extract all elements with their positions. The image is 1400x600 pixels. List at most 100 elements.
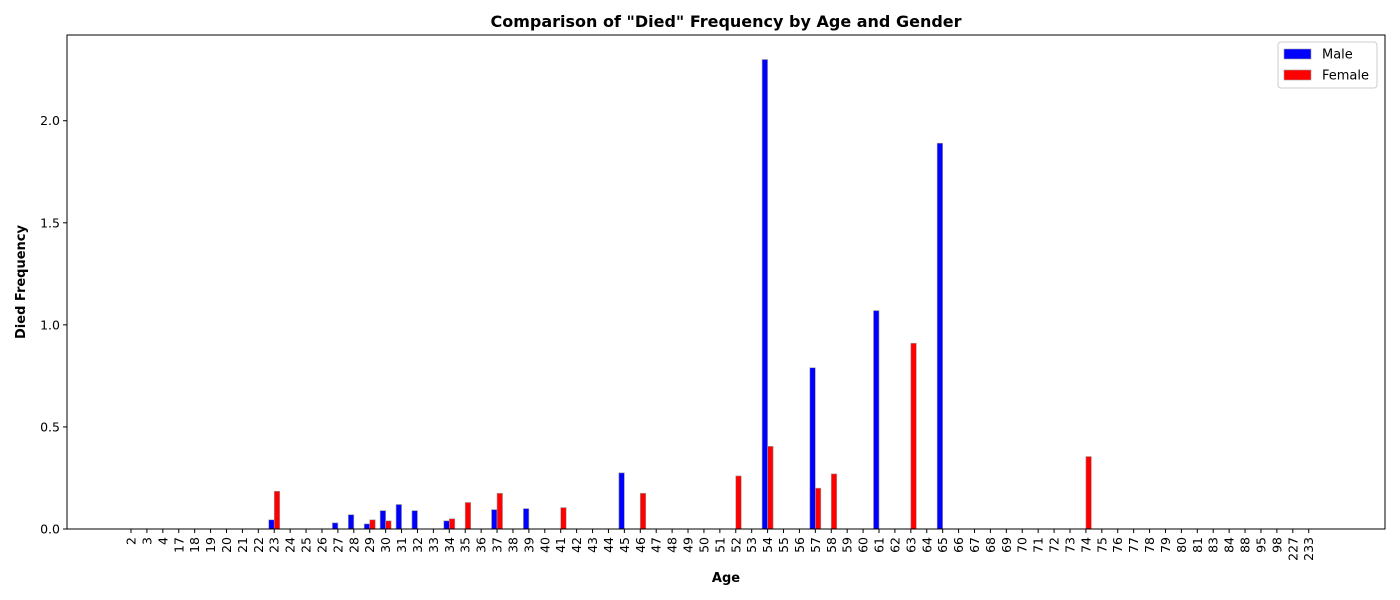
- x-tick-label: 60: [856, 537, 871, 553]
- x-tick-label: 68: [983, 537, 998, 553]
- x-tick-label: 31: [394, 537, 409, 553]
- bar-male-65: [936, 142, 943, 530]
- chart-title: Comparison of "Died" Frequency by Age an…: [490, 12, 961, 31]
- x-tick-label: 77: [1126, 537, 1141, 553]
- x-tick-label: 72: [1047, 537, 1062, 553]
- x-tick-label: 23: [267, 537, 282, 553]
- x-tick-label: 52: [728, 537, 743, 553]
- x-tick-label: 50: [696, 537, 711, 553]
- bar-male-29: [363, 523, 371, 530]
- x-tick-label: 65: [935, 537, 950, 553]
- x-tick-label: 39: [521, 537, 536, 553]
- bar-male-61: [873, 310, 880, 530]
- bar-male-27: [332, 522, 339, 530]
- x-tick-label: 35: [458, 537, 473, 553]
- legend-swatch-male: [1283, 48, 1312, 60]
- x-tick-label: 36: [474, 537, 489, 553]
- x-tick-label: 59: [840, 537, 855, 553]
- bar-male-34: [443, 520, 450, 530]
- bar-female-63: [910, 342, 917, 530]
- x-tick-label: 95: [1253, 537, 1268, 553]
- bar-male-54: [761, 59, 768, 530]
- x-tick-label: 46: [633, 537, 648, 553]
- bar-female-58: [830, 473, 838, 530]
- x-tick-label: 64: [919, 537, 934, 553]
- x-tick-label: 56: [792, 537, 807, 553]
- x-tick-label: 47: [649, 537, 664, 553]
- x-tick-label: 22: [251, 537, 266, 553]
- x-tick-label: 27: [330, 537, 345, 553]
- bar-male-30: [379, 510, 386, 530]
- x-tick-label: 3: [139, 537, 154, 545]
- x-tick-label: 69: [999, 537, 1014, 553]
- x-tick-label: 53: [744, 537, 759, 553]
- x-tick-label: 80: [1174, 537, 1189, 553]
- x-tick-label: 38: [505, 537, 520, 553]
- x-tick-label: 84: [1222, 537, 1237, 553]
- plot-background: [67, 35, 1385, 529]
- x-tick-label: 74: [1078, 537, 1093, 553]
- x-tick-label: 17: [171, 537, 186, 553]
- x-tick-label: 57: [808, 537, 823, 553]
- y-tick-label: 0.0: [40, 522, 60, 537]
- x-tick-label: 20: [219, 537, 234, 553]
- x-tick-label: 63: [903, 537, 918, 553]
- x-tick-label: 58: [824, 537, 839, 553]
- x-tick-label: 78: [1142, 537, 1157, 553]
- x-tick-label: 2: [124, 537, 139, 545]
- x-tick-label: 34: [442, 537, 457, 553]
- x-tick-label: 4: [155, 537, 170, 545]
- y-tick-label: 0.5: [40, 419, 60, 434]
- x-tick-label: 24: [283, 537, 298, 553]
- x-tick-label: 71: [1031, 537, 1046, 553]
- x-tick-label: 41: [553, 537, 568, 553]
- y-tick-label: 1.0: [40, 317, 60, 332]
- x-tick-label: 25: [299, 537, 314, 553]
- bar-male-37: [491, 509, 498, 530]
- bar-male-28: [348, 514, 355, 530]
- x-tick-label: 61: [872, 537, 887, 553]
- bar-female-46: [639, 492, 647, 530]
- x-tick-label: 73: [1062, 537, 1077, 553]
- x-tick-label: 55: [776, 537, 791, 553]
- x-tick-label: 98: [1269, 537, 1284, 553]
- x-tick-label: 227: [1285, 537, 1300, 561]
- x-tick-label: 88: [1238, 537, 1253, 553]
- y-axis-label: Died Frequency: [14, 224, 29, 339]
- bar-male-39: [523, 508, 530, 530]
- x-tick-label: 19: [203, 537, 218, 553]
- bar-female-37: [496, 492, 503, 530]
- x-tick-label: 62: [887, 537, 902, 553]
- x-tick-label: 75: [1094, 537, 1109, 553]
- legend: Male Female: [1277, 41, 1378, 89]
- bar-female-57: [815, 487, 822, 530]
- x-tick-label: 66: [951, 537, 966, 553]
- x-tick-label: 32: [410, 537, 425, 553]
- x-axis-label: Age: [712, 571, 740, 586]
- x-tick-label: 83: [1206, 537, 1221, 553]
- bar-female-30: [385, 520, 392, 530]
- x-tick-label: 70: [1015, 537, 1030, 553]
- x-tick-label: 37: [490, 537, 505, 553]
- bar-female-74: [1085, 456, 1092, 530]
- bar-female-41: [560, 507, 567, 530]
- bars-layer: [268, 59, 1092, 530]
- bar-female-35: [464, 502, 472, 530]
- x-tick-label: 18: [187, 537, 202, 553]
- bar-female-34: [448, 518, 456, 530]
- x-tick-label: 76: [1110, 537, 1125, 553]
- plot-area: [67, 35, 1385, 529]
- x-tick-label: 33: [426, 537, 441, 553]
- x-tick-label: 29: [362, 537, 377, 553]
- x-tick-label: 49: [681, 537, 696, 553]
- x-tick-label: 233: [1301, 537, 1316, 561]
- legend-label-male: Male: [1322, 48, 1353, 63]
- x-tick-label: 28: [346, 537, 361, 553]
- bar-male-57: [809, 367, 816, 530]
- x-tick-label: 51: [712, 537, 727, 553]
- bar-female-52: [735, 475, 742, 530]
- bar-female-54: [767, 446, 774, 530]
- x-tick-label: 40: [537, 537, 552, 553]
